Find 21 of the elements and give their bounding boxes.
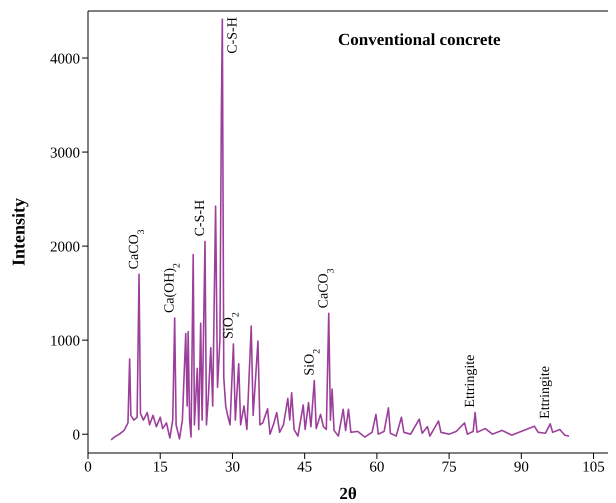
annotation: C-S-H (193, 200, 208, 236)
x-tick-label: 90 (514, 460, 529, 476)
x-tick-label: 60 (369, 460, 384, 476)
line-series (110, 18, 570, 441)
x-tick-label: 45 (297, 460, 312, 476)
y-tick-label: 3000 (50, 145, 80, 162)
x-tick-label: 105 (582, 460, 605, 476)
y-tick-label: 4000 (50, 51, 80, 68)
y-tick-label: 2000 (50, 239, 80, 256)
x-tick-label: 0 (84, 460, 92, 476)
annotation: C-S-H (225, 17, 240, 54)
y-axis-title: Intensity (8, 198, 28, 266)
y-tick-label: 1000 (50, 333, 80, 350)
x-tick-label: 30 (224, 460, 240, 476)
annotation: Ettringite (463, 354, 478, 408)
x-axis-title: 2θ (339, 484, 357, 503)
x-tick-label: 15 (152, 460, 168, 476)
x-tick-label: 75 (442, 460, 457, 476)
text: Conventional concrete (338, 30, 501, 50)
y-tick-label: 0 (72, 428, 80, 444)
annotation: Ettringite (538, 366, 554, 419)
